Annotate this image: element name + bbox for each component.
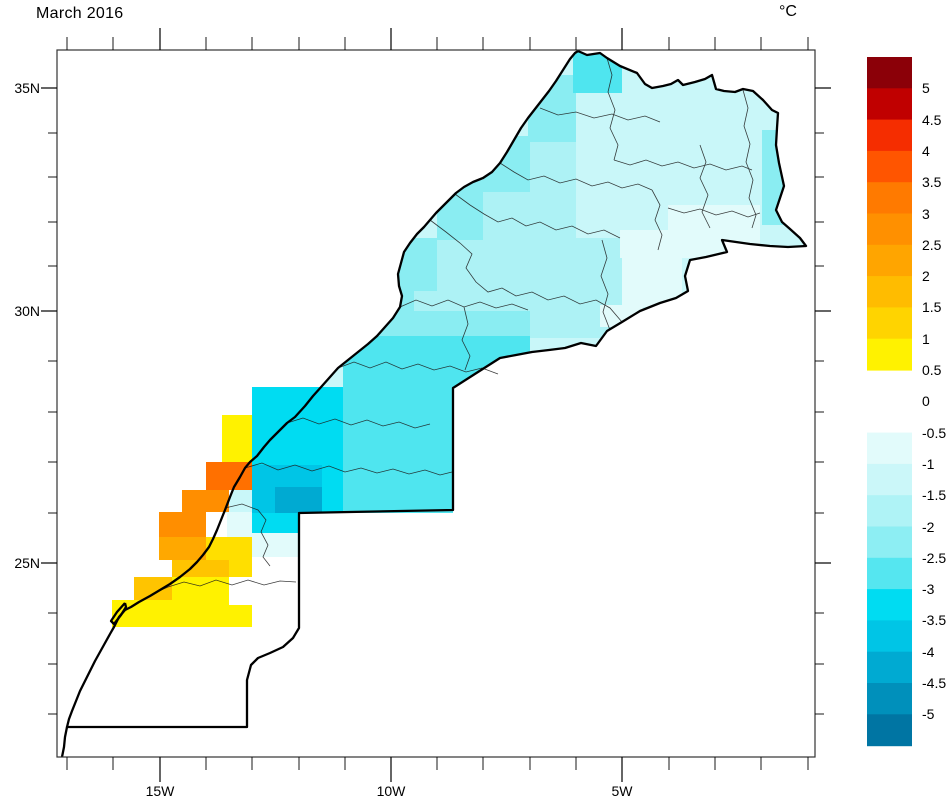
anomaly-cell-N6 <box>252 513 299 533</box>
anomaly-cell-P1 <box>222 415 252 465</box>
colorbar-label-3.5: 3.5 <box>922 174 942 191</box>
plot-frame <box>56 49 816 758</box>
anomaly-cell-N8 <box>275 487 322 513</box>
anomaly-cell-P4 <box>159 537 206 560</box>
colorbar <box>867 57 912 747</box>
colorbar-segment <box>867 651 912 684</box>
colorbar-label--3: -3 <box>922 581 935 598</box>
colorbar-label-3: 3 <box>922 205 930 222</box>
province-border-line <box>613 159 753 171</box>
colorbar-segment <box>867 714 912 747</box>
coastline-extra <box>109 602 128 626</box>
page-title: March 2016 <box>36 5 124 22</box>
province-border-line <box>742 89 757 229</box>
colorbar-segment <box>867 620 912 653</box>
colorbar-label-2.5: 2.5 <box>922 236 942 253</box>
province-border-line <box>224 503 271 567</box>
anomaly-cell-P5 <box>182 490 229 512</box>
colorbar-segment <box>867 683 912 715</box>
coastline-extra <box>60 726 69 758</box>
colorbar-segment <box>867 338 912 371</box>
colorbar-segment <box>867 463 912 496</box>
colorbar-segment <box>867 589 912 621</box>
y-tick-label-30N: 30N <box>14 303 40 319</box>
colorbar-label--5: -5 <box>922 706 935 723</box>
province-border-line <box>606 57 619 161</box>
colorbar-segment <box>867 150 912 183</box>
colorbar-label-1.5: 1.5 <box>922 299 942 316</box>
colorbar-label-4.5: 4.5 <box>922 111 942 128</box>
colorbar-segment <box>867 244 912 277</box>
colorbar-label--2.5: -2.5 <box>922 549 947 566</box>
province-borders <box>151 57 761 595</box>
colorbar-segment <box>867 432 912 465</box>
anomaly-cells-coastal <box>112 387 453 627</box>
province-border-line <box>151 579 297 595</box>
colorbar-label--0.5: -0.5 <box>922 424 947 441</box>
colorbar-label--2: -2 <box>922 518 935 535</box>
colorbar-segment <box>867 119 912 152</box>
anomaly-cell-N5 <box>343 336 530 420</box>
province-border-line <box>461 306 471 371</box>
colorbar-label-5: 5 <box>922 80 930 97</box>
colorbar-label--1: -1 <box>922 455 935 472</box>
colorbar-segment <box>867 276 912 308</box>
colorbar-label-2: 2 <box>922 268 930 285</box>
colorbar-segment <box>867 557 912 590</box>
anomaly-cell-N5 <box>343 420 453 513</box>
anomaly-cell-P1 <box>182 605 252 627</box>
anomaly-cell-N1 <box>276 537 299 557</box>
colorbar-label-0: 0 <box>922 393 930 410</box>
colorbar-segment <box>867 307 912 340</box>
province-border-line <box>429 219 623 323</box>
colorbar-segment <box>867 88 912 121</box>
province-border-line <box>539 107 661 123</box>
colorbar-label--4: -4 <box>922 643 935 660</box>
colorbar-label--3.5: -3.5 <box>922 612 947 629</box>
x-tick-label-5W: 5W <box>611 783 633 799</box>
x-tick-label-15W: 15W <box>145 783 175 799</box>
anomaly-cell-N4 <box>391 311 530 336</box>
anomaly-cell-N4 <box>483 136 530 192</box>
anomaly-cell-N1 <box>227 512 252 537</box>
colorbar-segment <box>867 495 912 528</box>
x-tick-label-10W: 10W <box>376 783 406 799</box>
colorbar-segment <box>867 182 912 215</box>
province-border-line <box>667 207 761 218</box>
province-border-line <box>337 361 499 375</box>
colorbar-label-0.5: 0.5 <box>922 362 942 378</box>
province-border-line <box>244 462 453 476</box>
y-tick-label-35N: 35N <box>14 80 40 96</box>
units-label: °C <box>779 3 797 20</box>
province-border-line <box>600 239 611 331</box>
province-border-line <box>699 144 711 229</box>
anomaly-cell-P3 <box>172 560 229 577</box>
province-border-line <box>454 193 621 239</box>
province-border-line <box>286 417 431 429</box>
colorbar-segment <box>867 213 912 246</box>
y-tick-label-25N: 25N <box>14 555 40 571</box>
colorbar-segment <box>867 526 912 559</box>
anomaly-cell-P6 <box>206 462 252 490</box>
country-outline <box>65 49 808 729</box>
province-border-line <box>499 162 653 191</box>
anomaly-cell-P5 <box>159 512 206 537</box>
province-border-line <box>651 189 663 251</box>
colorbar-label--4.5: -4.5 <box>922 675 947 691</box>
colorbar-label--1.5: -1.5 <box>922 487 947 504</box>
anomaly-cell-N4 <box>762 130 806 225</box>
anomaly-cell-N1 <box>600 305 643 327</box>
colorbar-segment <box>867 57 912 89</box>
colorbar-label-1: 1 <box>922 330 930 347</box>
colorbar-label-4: 4 <box>922 142 930 159</box>
